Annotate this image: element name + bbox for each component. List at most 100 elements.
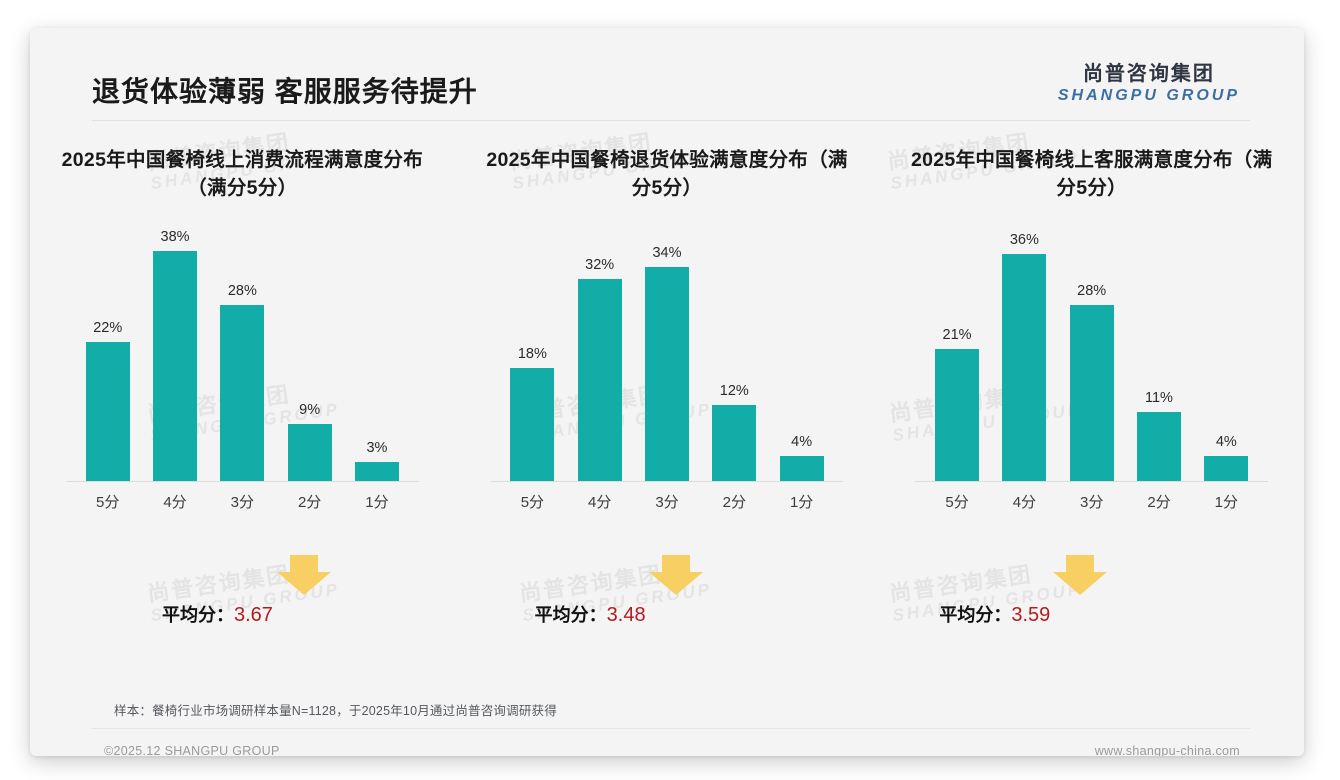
- bar-group[interactable]: 34%: [633, 229, 700, 481]
- bar[interactable]: [220, 304, 265, 481]
- bar[interactable]: [645, 266, 689, 481]
- average-score-text: 平均分：3.59: [939, 601, 1050, 627]
- bar-group[interactable]: 4%: [1193, 229, 1260, 481]
- bar-value-label: 32%: [585, 256, 615, 273]
- logo-english-text: SHANGPU GROUP: [1057, 87, 1240, 104]
- plot-area: 21% 36% 28% 11% 4%: [923, 229, 1260, 481]
- x-tick-label: 3分: [230, 493, 254, 511]
- bar-group[interactable]: 38%: [141, 229, 208, 481]
- bar[interactable]: [779, 455, 824, 481]
- bar[interactable]: [1204, 455, 1249, 481]
- bar[interactable]: [153, 250, 198, 481]
- bar[interactable]: [287, 423, 332, 481]
- x-axis-line: [490, 480, 844, 482]
- average-score-text: 平均分：3.48: [535, 601, 646, 627]
- x-tick-label: 1分: [789, 493, 814, 511]
- bar-group[interactable]: 4%: [768, 229, 835, 481]
- x-tick-label: 4分: [163, 493, 187, 511]
- down-arrow-icon: [1053, 554, 1108, 595]
- average-score-label: 平均分：: [939, 604, 1012, 625]
- copyright-text: ©2025.12 SHANGPU GROUP: [104, 744, 280, 756]
- plot-area: 18% 32% 34% 12% 4%: [499, 229, 836, 481]
- x-tick-label: 5分: [96, 493, 120, 511]
- x-tick-label: 3分: [655, 493, 679, 511]
- average-score-label: 平均分：: [162, 604, 234, 625]
- average-score-value: 3.48: [606, 603, 646, 626]
- x-axis-line: [915, 480, 1268, 482]
- x-tick-label: 3分: [1080, 493, 1104, 511]
- bar-chart: 22% 38% 28% 9% 3% 5分 4分 3分 2分 1分: [42, 229, 443, 529]
- bar-group[interactable]: 12%: [701, 229, 768, 481]
- bar-group[interactable]: 36%: [991, 229, 1058, 481]
- website-url[interactable]: www.shangpu-china.com: [1094, 744, 1240, 756]
- down-arrow-icon: [277, 554, 331, 595]
- bar-group[interactable]: 11%: [1125, 229, 1192, 481]
- brand-logo: 尚普咨询集团 SHANGPU GROUP: [1058, 64, 1240, 104]
- bar-group[interactable]: 28%: [209, 229, 276, 481]
- average-callout: 平均分：3.59: [891, 554, 1292, 649]
- charts-row: 2025年中国餐椅线上消费流程满意度分布（满分5分） 22% 38% 28% 9% 3% 5…: [30, 146, 1304, 666]
- bar-value-label: 4%: [1215, 433, 1237, 450]
- bar-group[interactable]: 22%: [74, 229, 141, 481]
- x-tick-label: 4分: [1012, 493, 1037, 511]
- chart-title: 2025年中国餐椅线上消费流程满意度分布（满分5分）: [61, 149, 424, 200]
- x-tick-label: 1分: [365, 493, 389, 511]
- bar[interactable]: [1069, 304, 1114, 481]
- bar-group[interactable]: 3%: [343, 229, 410, 481]
- x-tick-label: 2分: [297, 493, 322, 511]
- bar-value-label: 34%: [652, 244, 682, 261]
- bar-chart: 21% 36% 28% 11% 4% 5分 4分 3分 2分 1分: [891, 229, 1292, 529]
- bar-value-label: 28%: [227, 282, 257, 299]
- x-tick-label: 2分: [722, 493, 746, 511]
- bar[interactable]: [935, 348, 980, 481]
- x-tick-label: 4分: [588, 493, 612, 511]
- bar-value-label: 11%: [1145, 389, 1173, 406]
- logo-chinese-text: 尚普咨询集团: [1082, 63, 1215, 85]
- x-tick-label: 2分: [1147, 493, 1171, 511]
- chart-panel: 2025年中国餐椅线上消费流程满意度分布（满分5分） 22% 38% 28% 9% 3% 5…: [30, 146, 455, 666]
- x-axis-line: [66, 480, 419, 482]
- bar-group[interactable]: 21%: [923, 229, 990, 481]
- x-axis-ticks: 5分 4分 3分 2分 1分: [499, 491, 836, 512]
- average-score-label: 平均分：: [534, 604, 607, 625]
- average-score-value: 3.59: [1011, 603, 1051, 626]
- bar-value-label: 12%: [719, 382, 749, 399]
- chart-panel: 2025年中国餐椅线上客服满意度分布（满分5分） 21% 36% 28% 11% 4% 5分…: [879, 146, 1304, 666]
- bar[interactable]: [712, 404, 757, 481]
- bar[interactable]: [1002, 253, 1047, 481]
- chart-title: 2025年中国餐椅线上客服满意度分布（满分5分）: [910, 149, 1273, 200]
- bar[interactable]: [1136, 411, 1181, 481]
- bar-value-label: 22%: [93, 319, 123, 336]
- bar-group[interactable]: 28%: [1058, 229, 1125, 481]
- bar-value-label: 4%: [791, 433, 813, 450]
- chart-title: 2025年中国餐椅退货体验满意度分布（满分5分）: [486, 149, 848, 200]
- plot-area: 22% 38% 28% 9% 3%: [74, 229, 411, 481]
- bar-chart: 18% 32% 34% 12% 4% 5分 4分 3分 2分 1分: [467, 229, 868, 529]
- slide-card: 退货体验薄弱 客服服务待提升 尚普咨询集团 SHANGPU GROUP 尚普咨询…: [30, 28, 1304, 756]
- page-title: 退货体验薄弱 客服服务待提升: [92, 76, 478, 107]
- bar-value-label: 28%: [1077, 282, 1107, 299]
- bar-value-label: 38%: [160, 228, 190, 245]
- bar-group[interactable]: 32%: [566, 229, 633, 481]
- bar[interactable]: [85, 341, 130, 481]
- bar-value-label: 21%: [942, 326, 972, 343]
- header-divider: [92, 120, 1250, 121]
- x-axis-ticks: 5分 4分 3分 2分 1分: [923, 491, 1260, 512]
- bar-value-label: 3%: [366, 439, 388, 456]
- bar[interactable]: [510, 367, 555, 481]
- average-score-value: 3.67: [234, 603, 273, 626]
- bar[interactable]: [577, 278, 622, 481]
- x-tick-label: 5分: [945, 493, 969, 511]
- x-tick-label: 1分: [1214, 493, 1238, 511]
- average-callout: 平均分：3.48: [467, 554, 868, 649]
- footer-divider: [92, 728, 1250, 729]
- bar-value-label: 9%: [299, 401, 321, 418]
- x-tick-label: 5分: [520, 493, 545, 511]
- chart-panel: 2025年中国餐椅退货体验满意度分布（满分5分） 18% 32% 34% 12% 4% 5分…: [455, 146, 880, 666]
- average-callout: 平均分：3.67: [42, 554, 443, 649]
- bar-value-label: 18%: [517, 345, 547, 362]
- bar[interactable]: [354, 461, 399, 481]
- bar-group[interactable]: 18%: [499, 229, 566, 481]
- bar-group[interactable]: 9%: [276, 229, 343, 481]
- x-axis-ticks: 5分 4分 3分 2分 1分: [74, 491, 411, 512]
